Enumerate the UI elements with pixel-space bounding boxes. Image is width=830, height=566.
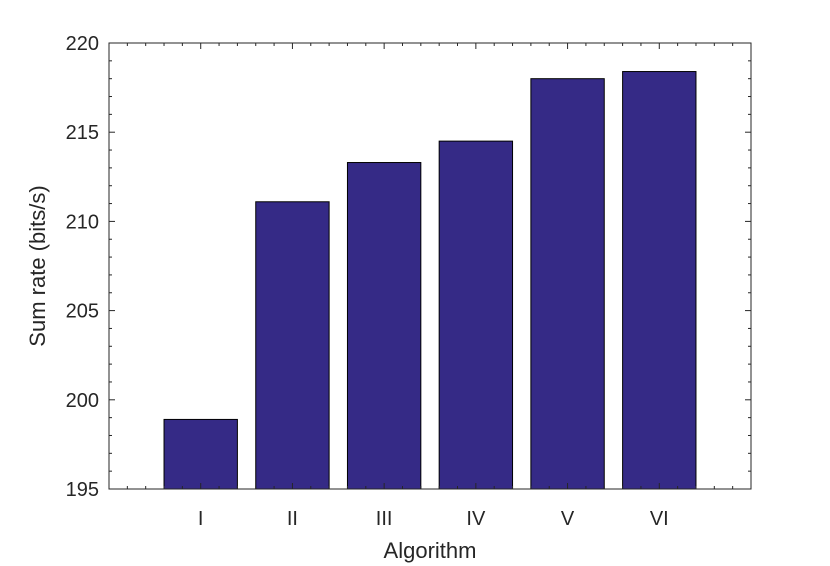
y-tick-label: 205 — [66, 301, 99, 323]
bar-III — [346, 162, 422, 490]
x-axis-title: Algorithm — [384, 538, 477, 563]
bar-IV — [438, 140, 514, 490]
x-tick-label: III — [376, 508, 393, 530]
y-tick-label: 210 — [66, 211, 99, 233]
bar-V — [530, 78, 605, 490]
y-tick-label: 215 — [66, 122, 99, 144]
bar-II — [255, 201, 330, 490]
y-tick-label: 195 — [66, 479, 99, 501]
x-tick-label: I — [198, 508, 204, 530]
y-axis-title: Sum rate (bits/s) — [25, 185, 50, 346]
plot-frame — [108, 42, 752, 490]
x-tick-label: IV — [466, 508, 486, 530]
x-tick-label: VI — [650, 508, 669, 530]
y-tick-label: 220 — [66, 33, 99, 55]
x-tick-label: V — [561, 508, 575, 530]
bar-I — [163, 418, 238, 490]
y-tick-label: 200 — [66, 390, 99, 412]
bar-VI — [622, 71, 697, 490]
x-tick-label: II — [287, 508, 298, 530]
bars-group — [163, 71, 697, 490]
